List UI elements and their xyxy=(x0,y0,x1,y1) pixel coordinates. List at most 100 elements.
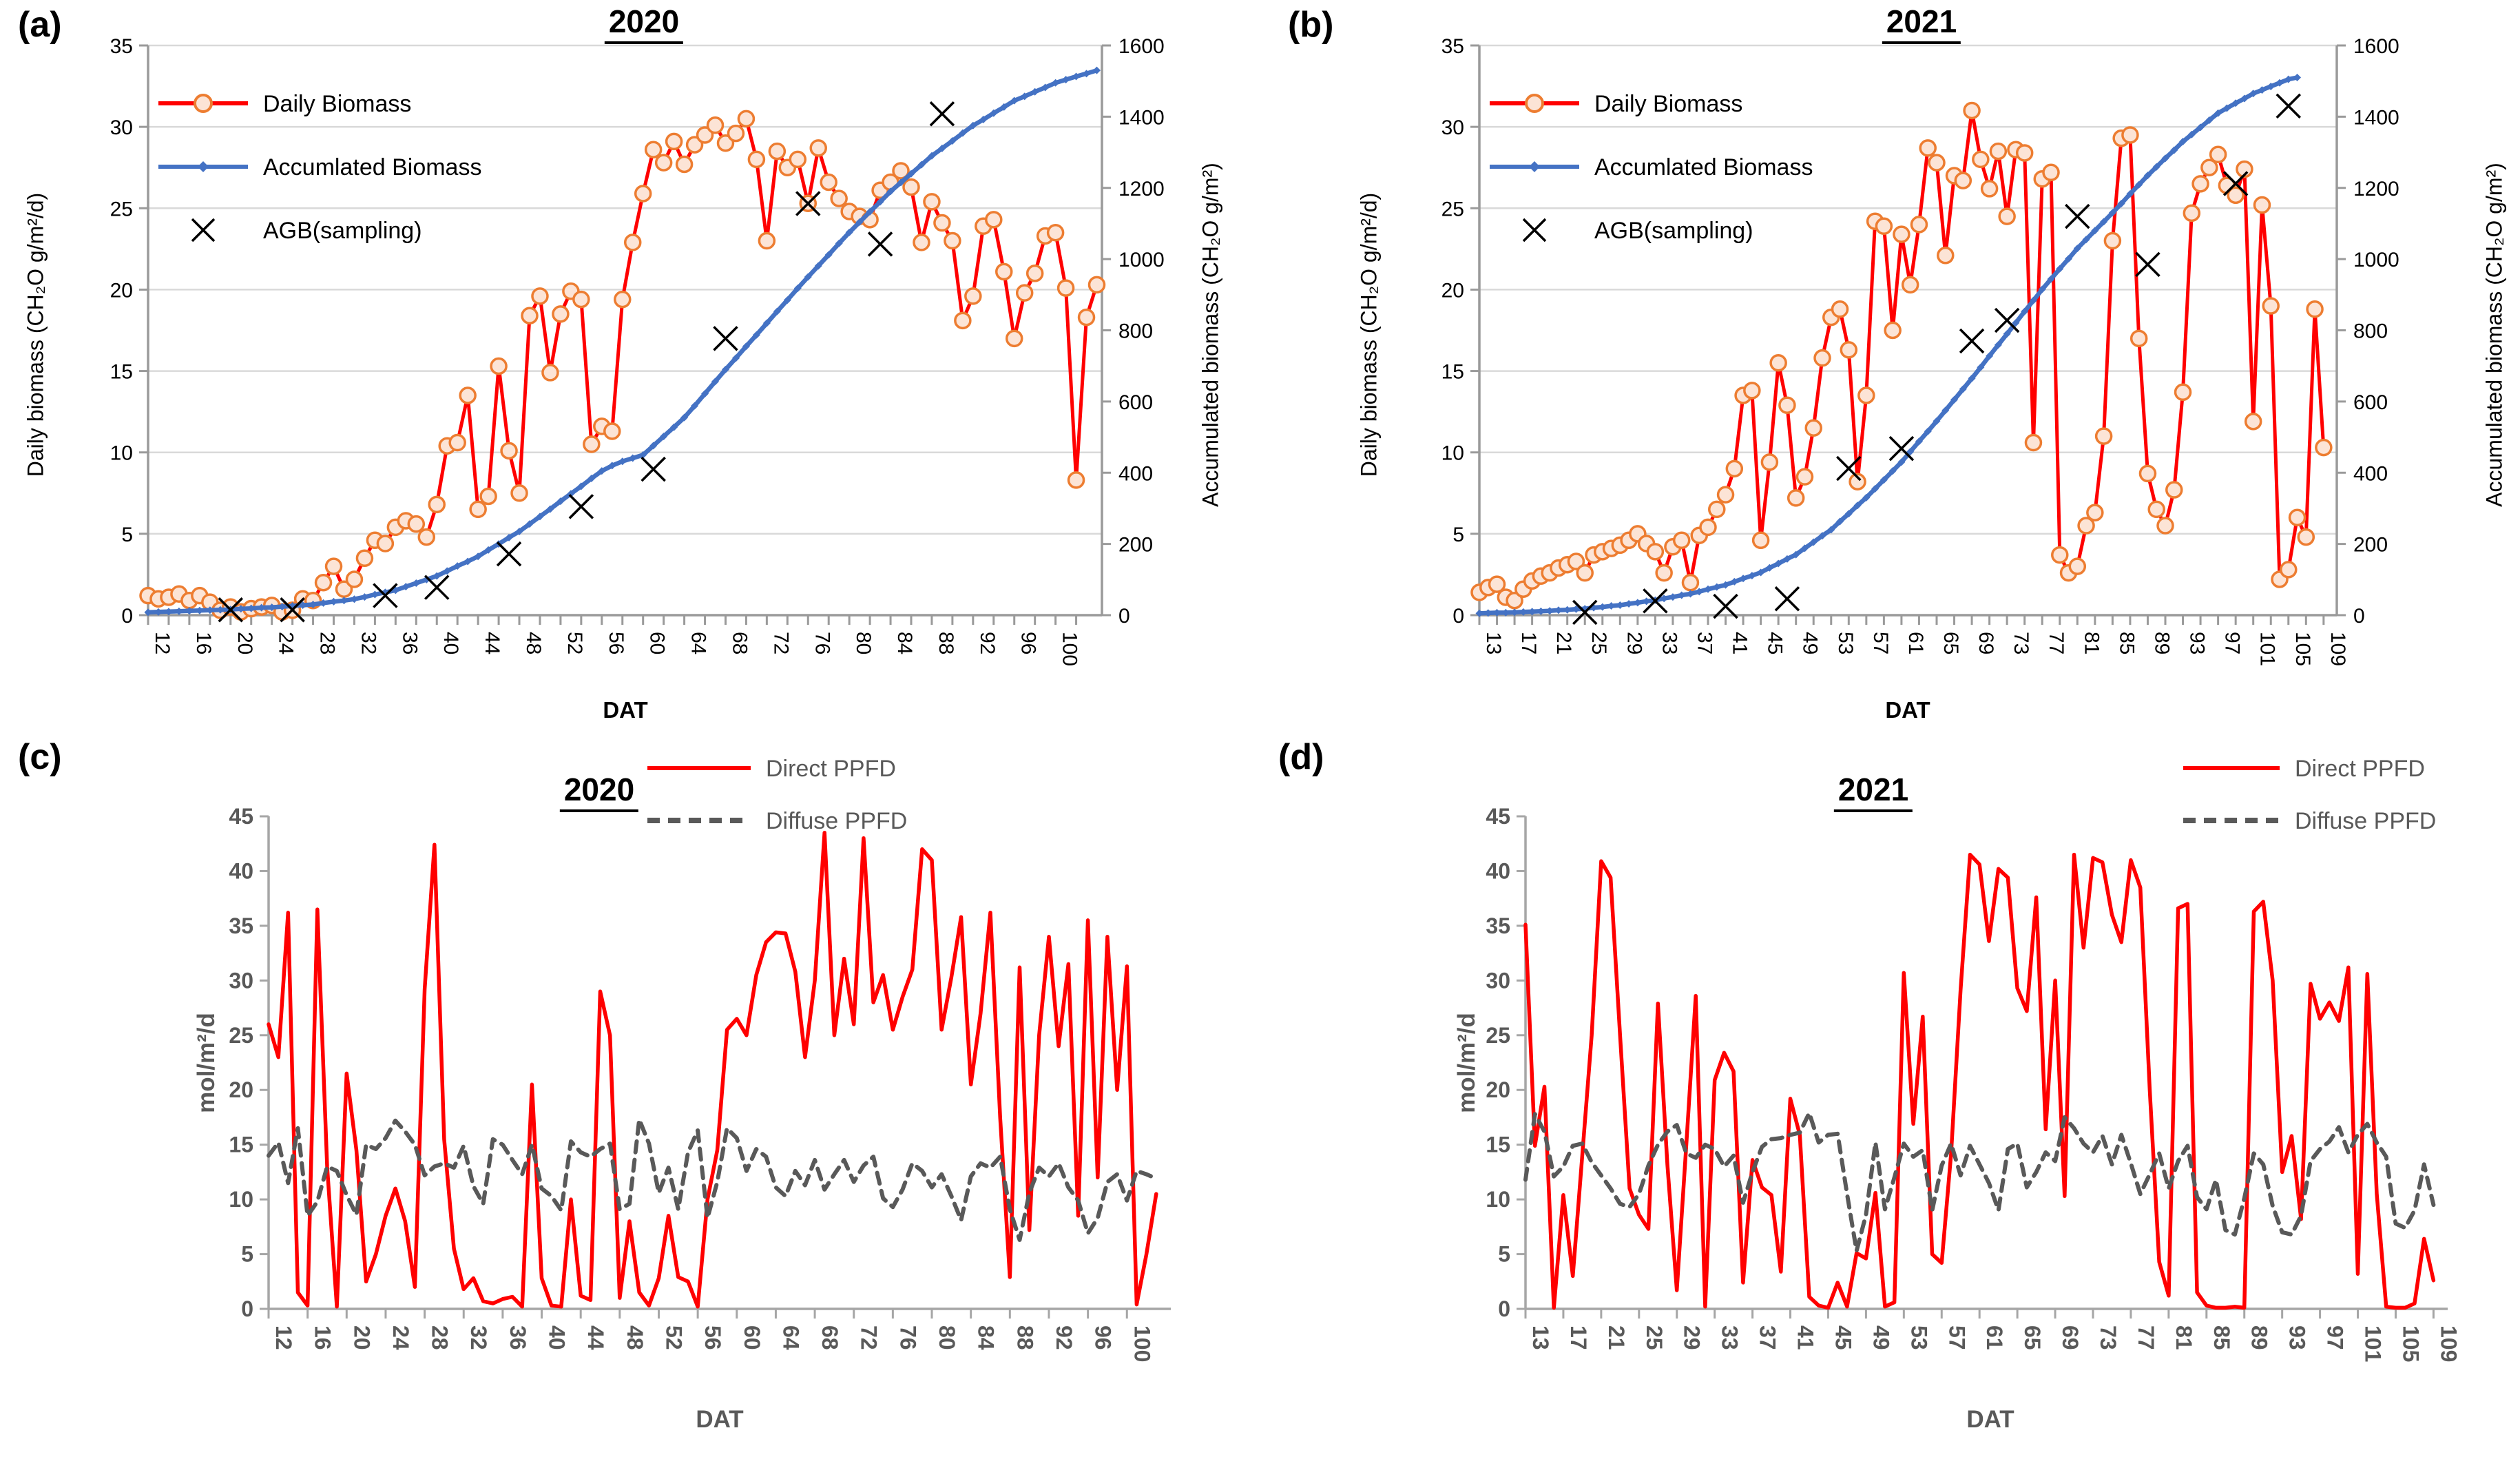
svg-text:97: 97 xyxy=(2221,632,2244,654)
svg-text:45: 45 xyxy=(1831,1325,1855,1350)
svg-text:200: 200 xyxy=(2353,534,2388,557)
panel-title: 2021 xyxy=(1833,771,1913,812)
svg-text:88: 88 xyxy=(935,632,957,654)
svg-text:53: 53 xyxy=(1906,1325,1931,1350)
svg-text:92: 92 xyxy=(1052,1325,1076,1350)
svg-text:1400: 1400 xyxy=(1118,106,1165,129)
svg-text:85: 85 xyxy=(2115,632,2138,654)
x-axis-label: DAT xyxy=(603,697,648,723)
svg-text:96: 96 xyxy=(1017,632,1040,654)
svg-text:1200: 1200 xyxy=(2353,178,2399,200)
svg-text:41: 41 xyxy=(1729,632,1751,654)
svg-text:20: 20 xyxy=(233,632,256,654)
svg-text:Direct PPFD: Direct PPFD xyxy=(766,756,896,782)
svg-text:40: 40 xyxy=(545,1325,570,1350)
gridlines xyxy=(148,44,1102,535)
svg-text:0: 0 xyxy=(241,1296,253,1321)
svg-text:5: 5 xyxy=(121,524,133,546)
svg-text:60: 60 xyxy=(646,632,669,654)
svg-text:88: 88 xyxy=(1012,1325,1037,1350)
svg-text:56: 56 xyxy=(605,632,627,654)
panel-tag: (c) xyxy=(18,737,62,777)
svg-text:600: 600 xyxy=(1118,391,1153,414)
x-axis: 12 16 20 24 28 32 36 40 44 48 52 56 60 64 68 72 76 80 84 88… xyxy=(267,1309,1154,1362)
svg-text:45: 45 xyxy=(1764,632,1787,654)
svg-text:89: 89 xyxy=(2150,632,2173,654)
svg-text:76: 76 xyxy=(811,632,833,654)
svg-text:400: 400 xyxy=(1118,462,1153,485)
svg-text:35: 35 xyxy=(110,35,133,58)
svg-text:81: 81 xyxy=(2172,1325,2196,1350)
svg-text:5: 5 xyxy=(1452,524,1464,546)
y-axis-label-left: mol/m²/d xyxy=(193,1013,220,1113)
svg-text:41: 41 xyxy=(1793,1325,1818,1350)
svg-text:15: 15 xyxy=(1441,361,1464,384)
series-daily-biomass xyxy=(1470,101,2333,610)
axes xyxy=(267,816,1171,1310)
svg-text:52: 52 xyxy=(661,1325,686,1350)
svg-text:28: 28 xyxy=(316,632,339,654)
svg-text:16: 16 xyxy=(311,1325,335,1350)
svg-text:Daily Biomass: Daily Biomass xyxy=(263,91,411,117)
svg-text:69: 69 xyxy=(1975,632,1997,654)
svg-text:53: 53 xyxy=(1834,632,1857,654)
svg-text:1000: 1000 xyxy=(1118,249,1165,271)
svg-text:5: 5 xyxy=(241,1242,253,1267)
x-axis: 13 17 21 25 29 33 37 41 45 49 53 57 61 65 69 73 77 81 85 89… xyxy=(1524,1309,2461,1362)
svg-text:13: 13 xyxy=(1528,1325,1553,1350)
svg-text:96: 96 xyxy=(1091,1325,1116,1350)
y-axis-left: 0 5 10 15 20 25 30 35 40 45 xyxy=(229,804,269,1321)
svg-text:29: 29 xyxy=(1680,1325,1705,1350)
svg-text:800: 800 xyxy=(2353,320,2388,343)
x-axis-label: DAT xyxy=(1966,1406,2014,1433)
y-axis-label-left: Daily biomass (CH₂O g/m²/d) xyxy=(23,192,48,477)
svg-text:45: 45 xyxy=(1486,804,1510,829)
panel-a: (a) 2020 Daily biomass (CH₂O g/m²/d) Acc… xyxy=(0,0,1260,732)
legend: Direct PPFD Diffuse PPFD xyxy=(2183,756,2436,834)
svg-text:69: 69 xyxy=(2058,1325,2083,1350)
panel-title: 2021 xyxy=(1882,3,1961,44)
svg-text:AGB(sampling): AGB(sampling) xyxy=(1594,218,1753,244)
svg-text:25: 25 xyxy=(1486,1023,1510,1048)
svg-text:29: 29 xyxy=(1623,632,1645,654)
svg-text:44: 44 xyxy=(481,632,503,654)
svg-text:24: 24 xyxy=(388,1325,413,1350)
svg-text:13: 13 xyxy=(1482,632,1505,654)
svg-text:73: 73 xyxy=(2010,632,2032,654)
panel-d: (d) 2021 mol/m²/d DAT 0 5 10 15 20 25 30 35 40 45… xyxy=(1260,732,2520,1468)
svg-text:73: 73 xyxy=(2096,1325,2121,1350)
svg-text:24: 24 xyxy=(275,632,298,654)
svg-text:52: 52 xyxy=(563,632,586,654)
svg-text:35: 35 xyxy=(1441,35,1464,58)
svg-text:1400: 1400 xyxy=(2353,106,2399,129)
svg-text:10: 10 xyxy=(1441,442,1464,465)
svg-text:25: 25 xyxy=(1587,632,1610,654)
x-axis-label: DAT xyxy=(696,1406,744,1433)
svg-text:49: 49 xyxy=(1868,1325,1893,1350)
svg-text:30: 30 xyxy=(110,116,133,139)
svg-text:12: 12 xyxy=(271,1325,296,1350)
svg-text:57: 57 xyxy=(1869,632,1892,654)
legend: Daily Biomass Accumlated Biomass AGB(sampl… xyxy=(1490,91,1813,244)
svg-text:93: 93 xyxy=(2186,632,2209,654)
svg-text:105: 105 xyxy=(2398,1325,2423,1362)
svg-text:400: 400 xyxy=(2353,462,2388,485)
chart-a-canvas: 0 5 10 15 20 25 30 35 0 200 400 600 800 1000 1200 1400 1… xyxy=(110,35,1165,666)
y-axis-label-left: Daily biomass (CH₂O g/m²/d) xyxy=(1356,192,1382,477)
x-axis: 12 16 20 24 28 32 36 40 44 48 52 56 60 64 68 72 76 80 84 88… xyxy=(147,615,1081,666)
svg-text:61: 61 xyxy=(1904,632,1927,654)
svg-text:33: 33 xyxy=(1718,1325,1742,1350)
svg-text:25: 25 xyxy=(229,1023,253,1048)
svg-text:21: 21 xyxy=(1604,1325,1629,1350)
svg-text:44: 44 xyxy=(583,1325,608,1350)
svg-text:72: 72 xyxy=(857,1325,882,1350)
svg-text:Direct PPFD: Direct PPFD xyxy=(2295,756,2425,782)
svg-text:21: 21 xyxy=(1552,632,1575,654)
svg-text:10: 10 xyxy=(110,442,133,465)
series-agb-sampling xyxy=(218,101,955,623)
svg-text:68: 68 xyxy=(728,632,751,654)
svg-text:Accumlated Biomass: Accumlated Biomass xyxy=(1594,154,1813,180)
svg-text:32: 32 xyxy=(357,632,379,654)
y-axis-left: 0 5 10 15 20 25 30 35 40 45 xyxy=(1486,804,1525,1321)
svg-text:25: 25 xyxy=(1642,1325,1667,1350)
